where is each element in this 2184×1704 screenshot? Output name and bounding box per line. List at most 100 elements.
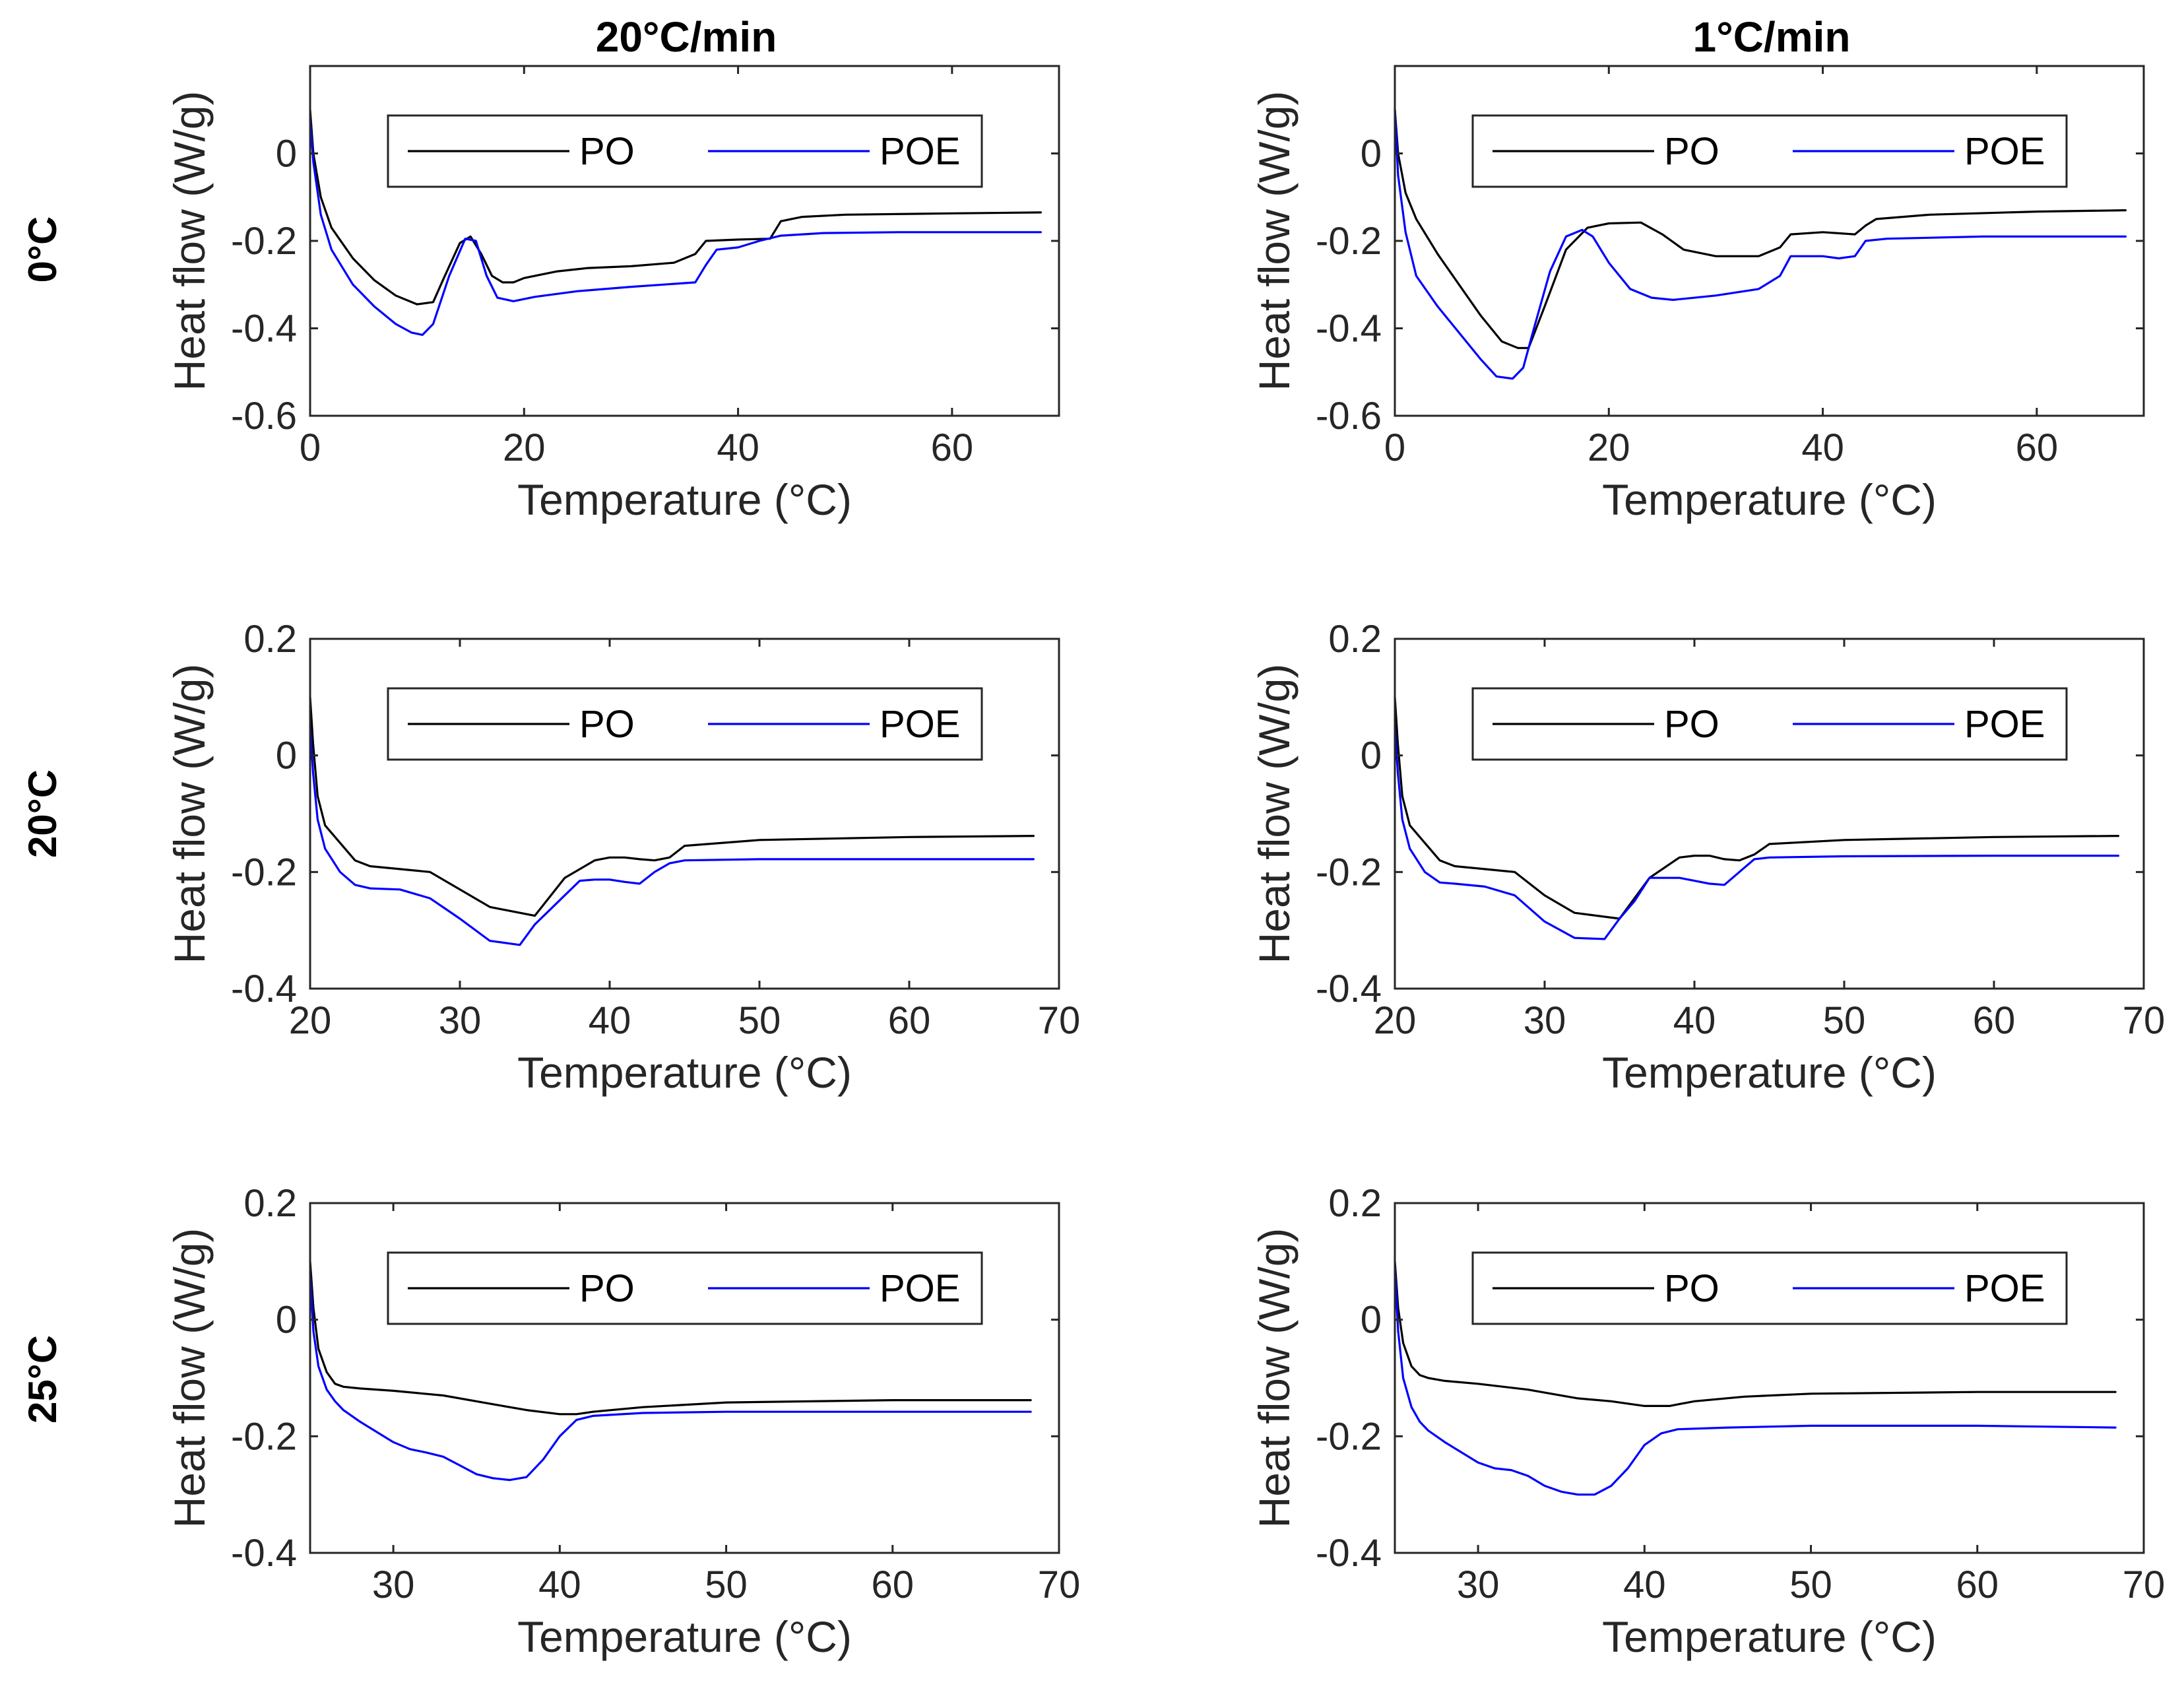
x-tick-label: 0 xyxy=(1384,426,1405,469)
x-tick-label: 60 xyxy=(931,426,974,469)
legend-label-poe: POE xyxy=(880,130,961,173)
y-tick-label: 0.2 xyxy=(1328,1182,1382,1225)
series-line-poe xyxy=(309,725,1035,946)
column-title-left: 20°C/min xyxy=(596,13,777,61)
y-tick-label: -0.2 xyxy=(1316,851,1382,894)
x-tick-label: 30 xyxy=(439,999,482,1042)
legend-label-po: PO xyxy=(579,703,635,746)
x-tick-label: 60 xyxy=(872,1563,915,1606)
x-tick-label: 20 xyxy=(503,426,546,469)
series-line-poe xyxy=(1394,108,2127,380)
legend-label-po: PO xyxy=(579,1267,635,1310)
series-line-po xyxy=(309,696,1035,917)
x-axis-label: Temperature (°C) xyxy=(517,1612,852,1661)
series-line-poe xyxy=(1394,1266,2117,1496)
y-tick-label: 0 xyxy=(1361,1299,1382,1342)
x-axis-label: Temperature (°C) xyxy=(517,475,852,524)
x-tick-label: 50 xyxy=(738,999,781,1042)
x-axis-label: Temperature (°C) xyxy=(1602,475,1937,524)
legend-label-poe: POE xyxy=(1964,130,2045,173)
row-title-top: 0°C xyxy=(20,216,65,283)
legend-label-po: PO xyxy=(1664,130,1719,173)
legend-label-poe: POE xyxy=(1964,703,2045,746)
legend-label-poe: POE xyxy=(880,703,961,746)
x-tick-label: 70 xyxy=(1038,1563,1081,1606)
panel-r1-c2: 0 20 40 60 -0.6 -0.4 -0.2 0 Temperature (°C) Heat… xyxy=(1250,65,2145,524)
y-tick-label: -0.4 xyxy=(1316,1532,1382,1575)
x-axis-label: Temperature (°C) xyxy=(517,1048,852,1097)
row-title-middle: 20°C xyxy=(20,770,65,858)
axis-box xyxy=(1394,638,2145,990)
y-tick-label: -0.4 xyxy=(1316,308,1382,350)
y-tick-label: 0.2 xyxy=(243,1182,297,1225)
panel-r2-c2: 20 30 40 50 60 70 -0.4 -0.2 0 0.2 Temperature (°C)… xyxy=(1250,618,2165,1097)
y-tick-label: -0.6 xyxy=(1316,395,1382,438)
y-tick-label: -0.4 xyxy=(231,967,297,1010)
legend-label-po: PO xyxy=(579,130,635,173)
x-tick-label: 0 xyxy=(300,426,321,469)
axis-box xyxy=(1394,1202,2145,1554)
x-tick-label: 60 xyxy=(888,999,931,1042)
x-tick-label: 40 xyxy=(717,426,759,469)
y-axis-label: Heat flow (W/g) xyxy=(1250,664,1299,964)
axis-box xyxy=(309,1202,1060,1554)
x-tick-label: 40 xyxy=(538,1563,581,1606)
x-tick-label: 40 xyxy=(1801,426,1844,469)
x-tick-label: 70 xyxy=(1038,999,1081,1042)
x-tick-label: 30 xyxy=(1457,1563,1500,1606)
x-tick-label: 70 xyxy=(2123,999,2166,1042)
y-tick-label: -0.2 xyxy=(1316,220,1382,263)
legend-label-poe: POE xyxy=(880,1267,961,1310)
legend-label-po: PO xyxy=(1664,1267,1719,1310)
y-axis-label: Heat flow (W/g) xyxy=(165,91,214,391)
series-line-po xyxy=(309,108,1042,306)
y-tick-label: -0.2 xyxy=(231,220,297,263)
legend-label-poe: POE xyxy=(1964,1267,2045,1310)
series-line-poe xyxy=(1394,725,2119,940)
y-axis-label: Heat flow (W/g) xyxy=(165,1228,214,1528)
column-title-right: 1°C/min xyxy=(1693,13,1851,61)
panel-r3-c1: 30 40 50 60 70 -0.4 -0.2 0 0.2 Temperature (°C) He… xyxy=(165,1182,1080,1661)
y-tick-label: 0 xyxy=(276,1299,297,1342)
y-tick-label: 0 xyxy=(276,735,297,777)
y-tick-label: -0.2 xyxy=(231,1415,297,1458)
x-tick-label: 50 xyxy=(1789,1563,1832,1606)
x-tick-label: 40 xyxy=(589,999,631,1042)
x-tick-label: 60 xyxy=(1956,1563,1999,1606)
x-tick-label: 50 xyxy=(705,1563,748,1606)
panel-r2-c1: 20 30 40 50 60 70 -0.4 -0.2 0 0.2 Temperature (°C)… xyxy=(165,618,1080,1097)
x-axis-label: Temperature (°C) xyxy=(1602,1612,1937,1661)
y-tick-label: 0.2 xyxy=(1328,618,1382,661)
x-tick-label: 40 xyxy=(1673,999,1716,1042)
y-tick-label: -0.4 xyxy=(1316,967,1382,1010)
x-tick-label: 30 xyxy=(1524,999,1566,1042)
axis-box xyxy=(309,638,1060,990)
x-axis-label: Temperature (°C) xyxy=(1602,1048,1937,1097)
panel-r1-c1: 0 20 40 60 -0.6 -0.4 -0.2 0 Temperature (°C) Heat… xyxy=(165,65,1060,524)
y-tick-label: 0 xyxy=(1361,735,1382,777)
x-tick-label: 40 xyxy=(1623,1563,1666,1606)
y-tick-label: -0.4 xyxy=(231,1532,297,1575)
y-tick-label: -0.2 xyxy=(1316,1415,1382,1458)
legend-box xyxy=(1471,1251,2068,1325)
y-tick-label: 0.2 xyxy=(243,618,297,661)
y-axis-label: Heat flow (W/g) xyxy=(1250,91,1299,391)
x-tick-label: 20 xyxy=(1588,426,1630,469)
y-tick-label: 0 xyxy=(276,133,297,176)
series-line-po xyxy=(1394,108,2127,349)
x-tick-label: 30 xyxy=(372,1563,415,1606)
y-axis-label: Heat flow (W/g) xyxy=(165,664,214,964)
y-tick-label: -0.6 xyxy=(231,395,297,438)
y-tick-label: 0 xyxy=(1361,133,1382,176)
series-line-po xyxy=(309,1260,1032,1416)
row-title-bottom: 25°C xyxy=(20,1335,65,1424)
x-tick-label: 60 xyxy=(2016,426,2059,469)
x-tick-label: 20 xyxy=(289,999,332,1042)
panel-r3-c2: 30 40 50 60 70 -0.4 -0.2 0 0.2 Temperature (°C) He… xyxy=(1250,1182,2165,1661)
x-tick-label: 70 xyxy=(2123,1563,2166,1606)
series-line-po xyxy=(1394,1260,2117,1407)
series-line-poe xyxy=(309,1272,1032,1482)
y-axis-label: Heat flow (W/g) xyxy=(1250,1228,1299,1528)
x-tick-label: 60 xyxy=(1973,999,2016,1042)
